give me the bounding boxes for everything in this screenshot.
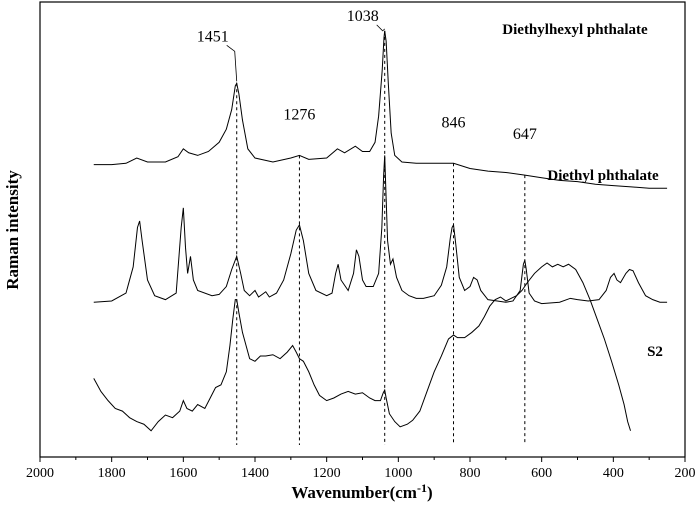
peak-label-647: 647 [513,126,537,143]
x-tick-label-600: 600 [531,466,552,481]
series-line-0 [93,30,668,189]
x-tick-label-2000: 2000 [26,466,54,481]
series-lines [93,30,668,432]
series-label-1: Diethyl phthalate [547,168,659,184]
x-tick-label-400: 400 [603,466,624,481]
peak-leader-1038 [376,24,385,32]
series-labels: Diethylhexyl phthalate Diethyl phthalate S… [502,22,663,360]
x-tick-label-1200: 1200 [313,466,341,481]
series-line-1 [93,155,668,305]
x-axis-ticks: 2000 1800 1600 1400 1200 1000 800 600 400 200 [26,457,696,481]
x-tick-label-200: 200 [675,466,696,481]
y-axis-title: Raman intensity [3,170,22,290]
series-label-2: S2 [647,344,663,360]
plot-area [39,1,686,458]
x-axis-title: Wavenumber(cm-1) [291,481,432,502]
series-line-2 [93,262,632,432]
peak-label-846: 846 [442,114,466,131]
peak-label-1038: 1038 [347,8,379,25]
x-tick-label-1800: 1800 [98,466,126,481]
x-tick-label-1600: 1600 [169,466,197,481]
x-tick-label-1400: 1400 [241,466,269,481]
x-tick-label-800: 800 [460,466,481,481]
series-label-0: Diethylhexyl phthalate [502,22,648,38]
x-tick-label-1000: 1000 [384,466,412,481]
plot-frame [39,1,686,458]
peak-label-1276: 1276 [283,106,315,123]
peak-label-1451: 1451 [197,28,229,45]
peak-leader-1451 [226,44,238,82]
peak-markers: 1451 1276 1038 846 647 [197,8,537,445]
